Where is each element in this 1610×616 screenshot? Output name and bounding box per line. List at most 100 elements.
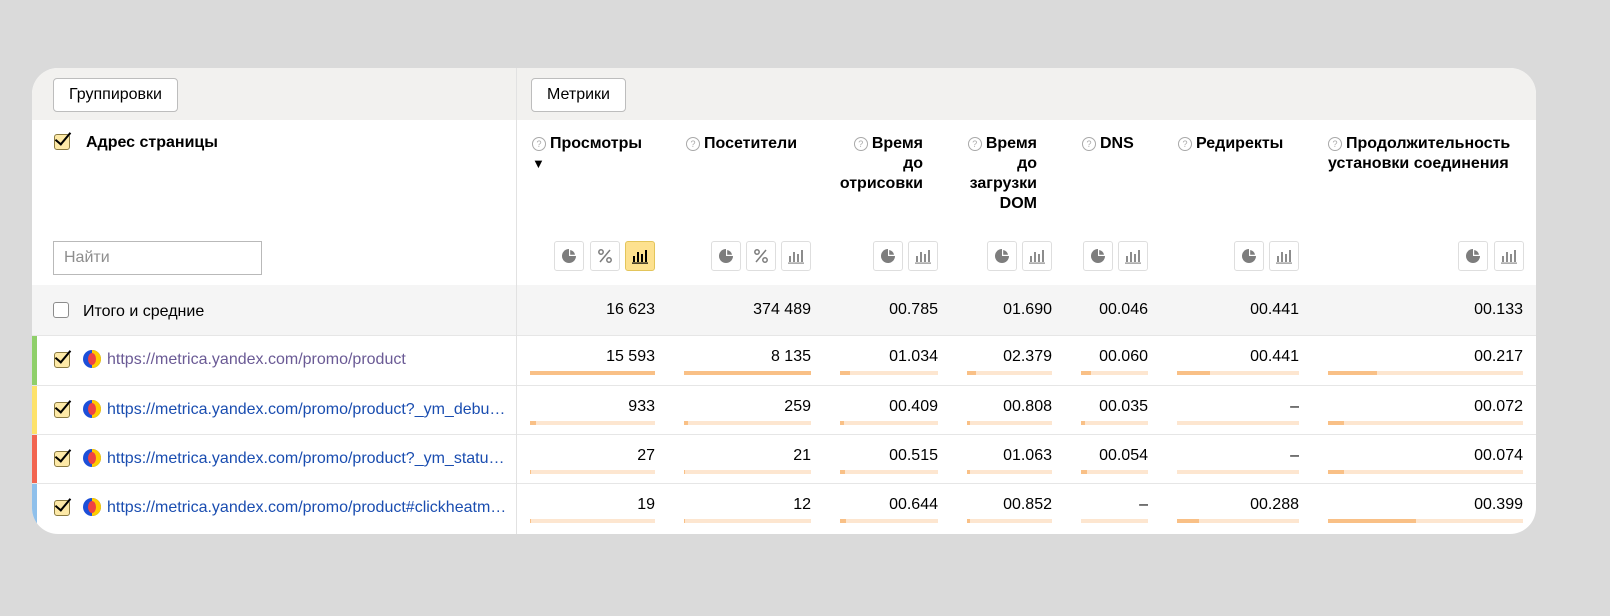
value-bar — [1081, 371, 1148, 375]
column-header-1[interactable]: ? Посетители — [686, 134, 836, 154]
bar-chart-icon[interactable] — [1494, 241, 1524, 271]
value-bar — [1328, 421, 1523, 425]
row-value: 19 — [637, 496, 655, 513]
value-bar-fill — [840, 421, 844, 425]
column-label: Время — [871, 135, 923, 152]
row-value: 00.217 — [1474, 348, 1523, 365]
value-bar — [1081, 421, 1148, 425]
column-header-0[interactable]: ? Просмотры ▼ — [532, 134, 662, 174]
value-bar-fill — [967, 519, 970, 523]
column-header-3[interactable]: ? Время до загрузки DOM — [932, 134, 1037, 214]
row-value: 00.054 — [1099, 447, 1148, 464]
row-value: 01.034 — [889, 348, 938, 365]
pie-chart-icon[interactable] — [987, 241, 1017, 271]
row-divider — [32, 385, 1536, 386]
column-label: Посетители — [704, 135, 798, 152]
help-icon[interactable]: ? — [853, 137, 868, 151]
pie-chart-icon[interactable] — [1083, 241, 1113, 271]
value-bar-fill — [1328, 519, 1416, 523]
value-bar — [840, 470, 938, 474]
column-header-6[interactable]: ? Продолжительность установки соединения — [1328, 134, 1528, 174]
help-icon[interactable]: ? — [532, 137, 546, 151]
row-value: – — [1139, 496, 1148, 513]
value-bar-fill — [967, 470, 970, 474]
metrics-button[interactable]: Метрики — [531, 78, 626, 112]
value-bar — [1328, 470, 1523, 474]
value-bar — [967, 421, 1052, 425]
row-url-link[interactable]: https://metrica.yandex.com/promo/product — [107, 351, 406, 368]
help-icon[interactable]: ? — [1082, 137, 1096, 151]
pie-chart-icon[interactable] — [1234, 241, 1264, 271]
row-checkbox[interactable] — [54, 500, 70, 516]
bar-chart-icon[interactable] — [1022, 241, 1052, 271]
bar-chart-icon[interactable] — [625, 241, 655, 271]
help-icon[interactable]: ? — [686, 137, 700, 151]
row-divider — [32, 335, 1536, 336]
totals-value: 00.133 — [1474, 301, 1523, 318]
row-url-link[interactable]: https://metrica.yandex.com/promo/product… — [107, 499, 507, 516]
help-icon[interactable]: ? — [1178, 137, 1192, 151]
row-value: 00.644 — [889, 496, 938, 513]
value-bar — [840, 519, 938, 523]
row-color-marker — [32, 336, 37, 385]
value-bar — [840, 421, 938, 425]
column-label: Редиректы — [1196, 135, 1284, 152]
value-bar-fill — [684, 470, 685, 474]
column-divider — [516, 68, 517, 534]
value-bar-fill — [1081, 371, 1091, 375]
sort-desc-icon[interactable]: ▼ — [532, 156, 545, 171]
row-url-link[interactable]: https://metrica.yandex.com/promo/product… — [107, 401, 506, 418]
bar-chart-icon[interactable] — [1269, 241, 1299, 271]
search-input[interactable]: Найти — [53, 241, 262, 275]
pie-chart-icon[interactable] — [873, 241, 903, 271]
bar-chart-icon[interactable] — [908, 241, 938, 271]
groupings-button[interactable]: Группировки — [53, 78, 178, 112]
row-checkbox[interactable] — [54, 451, 70, 467]
column-label: Продолжительность — [1346, 135, 1511, 152]
totals-value: 16 623 — [606, 301, 655, 318]
value-bar — [530, 519, 655, 523]
row-url-link[interactable]: https://metrica.yandex.com/promo/product… — [107, 450, 505, 467]
row-value: 00.074 — [1474, 447, 1523, 464]
value-bar — [1081, 519, 1148, 523]
pie-chart-icon[interactable] — [1458, 241, 1488, 271]
row-color-marker — [32, 484, 37, 533]
value-bar-fill — [1328, 470, 1344, 474]
column-header-4[interactable]: ? DNS — [1082, 134, 1172, 154]
percent-icon[interactable] — [590, 241, 620, 271]
column-header-2[interactable]: ? Время до отрисовки — [812, 134, 923, 194]
pie-chart-icon[interactable] — [554, 241, 584, 271]
value-bar-fill — [1081, 470, 1087, 474]
row-value: 00.808 — [1003, 398, 1052, 415]
totals-checkbox[interactable] — [53, 302, 69, 318]
yandex-metrica-favicon-icon — [83, 449, 101, 467]
value-bar-fill — [967, 371, 976, 375]
row-value: – — [1290, 398, 1299, 415]
row-color-marker — [32, 386, 37, 435]
help-icon[interactable]: ? — [967, 137, 982, 151]
row-value: 15 593 — [606, 348, 655, 365]
row-checkbox[interactable] — [54, 352, 70, 368]
column-header-5[interactable]: ? Редиректы — [1178, 134, 1308, 154]
row-checkbox[interactable] — [54, 402, 70, 418]
pie-chart-icon[interactable] — [711, 241, 741, 271]
bar-chart-icon[interactable] — [1118, 241, 1148, 271]
value-bar-fill — [530, 371, 655, 375]
row-value: 00.060 — [1099, 348, 1148, 365]
row-value: 933 — [628, 398, 655, 415]
value-bar-fill — [1177, 371, 1210, 375]
row-value: 00.852 — [1003, 496, 1052, 513]
row-value: 00.515 — [889, 447, 938, 464]
row-value: 259 — [784, 398, 811, 415]
value-bar-fill — [1081, 421, 1085, 425]
select-all-checkbox[interactable] — [54, 134, 70, 150]
percent-icon[interactable] — [746, 241, 776, 271]
value-bar-fill — [1328, 371, 1377, 375]
value-bar-fill — [684, 371, 811, 375]
dimension-header[interactable]: Адрес страницы — [86, 134, 218, 151]
value-bar — [684, 470, 811, 474]
toolbar — [32, 68, 1536, 120]
bar-chart-icon[interactable] — [781, 241, 811, 271]
totals-value: 00.046 — [1099, 301, 1148, 318]
help-icon[interactable]: ? — [1328, 137, 1342, 151]
